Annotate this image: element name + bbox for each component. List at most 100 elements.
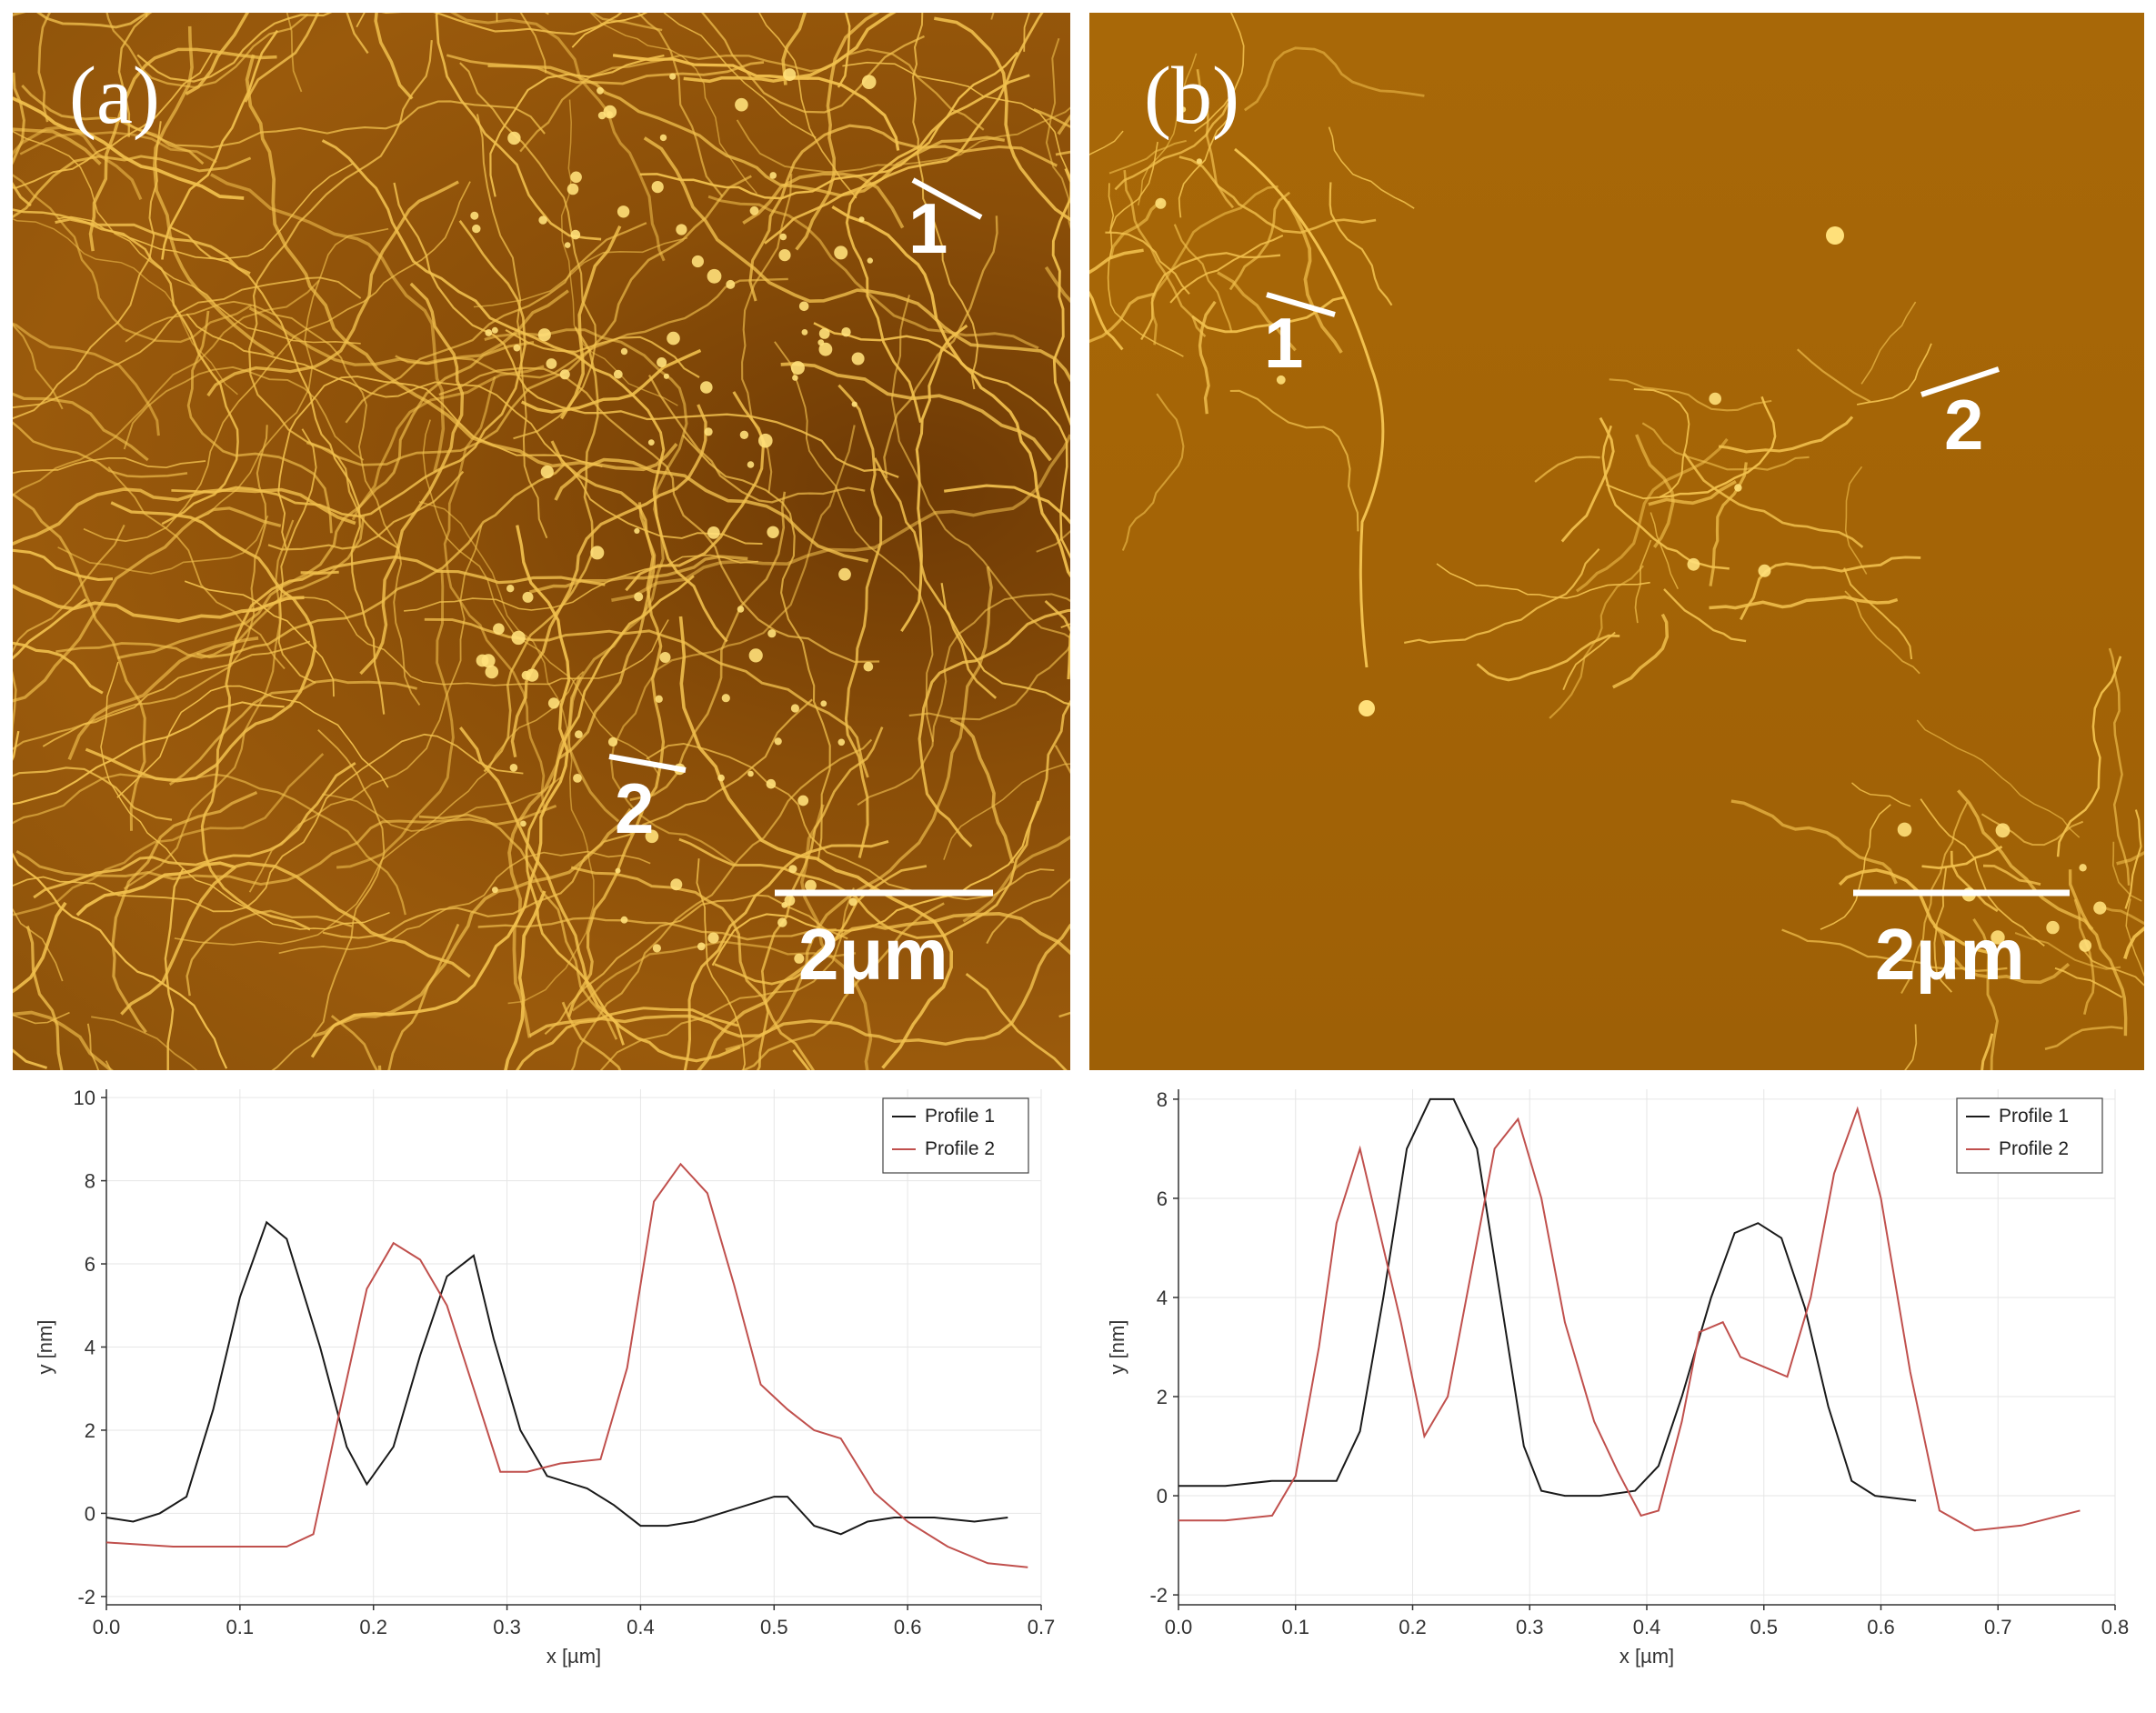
fibre bbox=[1105, 231, 1190, 295]
particle bbox=[777, 917, 787, 927]
particle bbox=[735, 97, 748, 112]
particle bbox=[818, 342, 833, 356]
fibre bbox=[161, 29, 279, 260]
fibre bbox=[196, 462, 567, 658]
fibre bbox=[245, 54, 678, 472]
fibre bbox=[13, 908, 64, 982]
particle bbox=[506, 585, 515, 593]
fibre bbox=[322, 775, 564, 832]
fibre bbox=[780, 362, 1052, 462]
particle bbox=[1359, 700, 1375, 716]
fibre bbox=[458, 726, 741, 1063]
fibre bbox=[13, 127, 102, 165]
particle bbox=[863, 661, 874, 672]
fibre bbox=[174, 671, 585, 946]
fibre bbox=[418, 501, 595, 1005]
fibre bbox=[611, 434, 1070, 602]
x-tick-label: 0.5 bbox=[1750, 1616, 1778, 1638]
particle bbox=[790, 704, 800, 713]
fibre bbox=[19, 131, 217, 164]
particle bbox=[704, 427, 713, 436]
fibre bbox=[590, 13, 663, 32]
fibre bbox=[107, 466, 286, 670]
fibre bbox=[1663, 588, 1747, 643]
y-axis-label: y [nm] bbox=[34, 1320, 56, 1375]
fibre bbox=[267, 470, 465, 551]
fibre bbox=[986, 877, 1070, 945]
fibre bbox=[1198, 300, 1217, 415]
particle bbox=[538, 215, 547, 225]
fibre bbox=[647, 375, 866, 504]
fibre bbox=[2124, 809, 2142, 909]
fibre bbox=[1641, 422, 1810, 471]
fibre bbox=[1549, 565, 1645, 719]
particle bbox=[767, 629, 777, 638]
x-tick-label: 0.6 bbox=[894, 1616, 922, 1638]
fibre bbox=[2111, 841, 2142, 902]
particle bbox=[758, 433, 773, 448]
fibre bbox=[21, 85, 205, 165]
fibre-clusters-b bbox=[1089, 13, 2144, 1070]
fibre bbox=[1108, 139, 1187, 175]
x-axis-label: x [µm] bbox=[547, 1645, 601, 1668]
particle bbox=[1897, 822, 1912, 837]
fibre bbox=[123, 366, 365, 461]
particle bbox=[546, 358, 557, 369]
fibre bbox=[900, 324, 968, 633]
particle bbox=[570, 171, 582, 184]
fibre bbox=[962, 835, 1070, 923]
particle bbox=[522, 591, 534, 603]
fibre bbox=[120, 861, 471, 1016]
particle bbox=[526, 668, 539, 682]
profile-markers-b bbox=[1266, 292, 2070, 897]
fibre bbox=[105, 13, 309, 89]
fibre bbox=[404, 554, 758, 612]
particle bbox=[567, 183, 579, 195]
fibre bbox=[550, 440, 666, 1017]
particle bbox=[848, 897, 857, 907]
fibre bbox=[890, 295, 1070, 639]
particle bbox=[707, 932, 719, 944]
particle bbox=[867, 257, 873, 264]
fibre bbox=[395, 277, 788, 379]
x-tick-label: 0.7 bbox=[1984, 1616, 2012, 1638]
fibre bbox=[1534, 456, 1600, 483]
fibre bbox=[1920, 798, 2045, 947]
fibre bbox=[2123, 926, 2144, 959]
fibre bbox=[152, 25, 276, 356]
fibre bbox=[1228, 191, 1291, 291]
particle bbox=[647, 439, 655, 446]
profile-label-2: 2 bbox=[1944, 385, 1984, 465]
x-axis-label: x [µm] bbox=[1620, 1645, 1674, 1668]
fibre bbox=[1329, 182, 1393, 306]
particle bbox=[697, 942, 706, 951]
particle bbox=[667, 331, 680, 346]
fibre bbox=[756, 726, 884, 1070]
profile-label-2: 2 bbox=[615, 768, 655, 848]
particle bbox=[485, 329, 493, 336]
fibre bbox=[1796, 348, 1871, 403]
particle bbox=[655, 695, 663, 703]
y-tick-label: -2 bbox=[77, 1586, 95, 1608]
fibre bbox=[37, 13, 52, 123]
fibre bbox=[248, 40, 433, 550]
fibre bbox=[387, 923, 460, 1070]
fibre bbox=[91, 1016, 198, 1070]
series-line-profile-1 bbox=[105, 1220, 1008, 1536]
scale-bar-label: 2μm bbox=[1875, 914, 2025, 995]
fibre bbox=[696, 858, 747, 1070]
fibre bbox=[13, 773, 406, 916]
particle bbox=[778, 249, 791, 262]
fibre bbox=[933, 16, 1070, 222]
fibre bbox=[200, 570, 339, 931]
fibre bbox=[116, 341, 535, 660]
fibre bbox=[244, 13, 320, 103]
particle bbox=[737, 606, 745, 613]
legend: Profile 1 Profile 2 bbox=[1956, 1097, 2103, 1174]
fibre bbox=[136, 13, 623, 83]
series-line-profile-1 bbox=[1178, 1097, 1917, 1502]
fibre bbox=[683, 13, 897, 84]
fibre bbox=[943, 763, 1070, 860]
fibre bbox=[701, 13, 925, 114]
fibre bbox=[1730, 799, 1898, 885]
